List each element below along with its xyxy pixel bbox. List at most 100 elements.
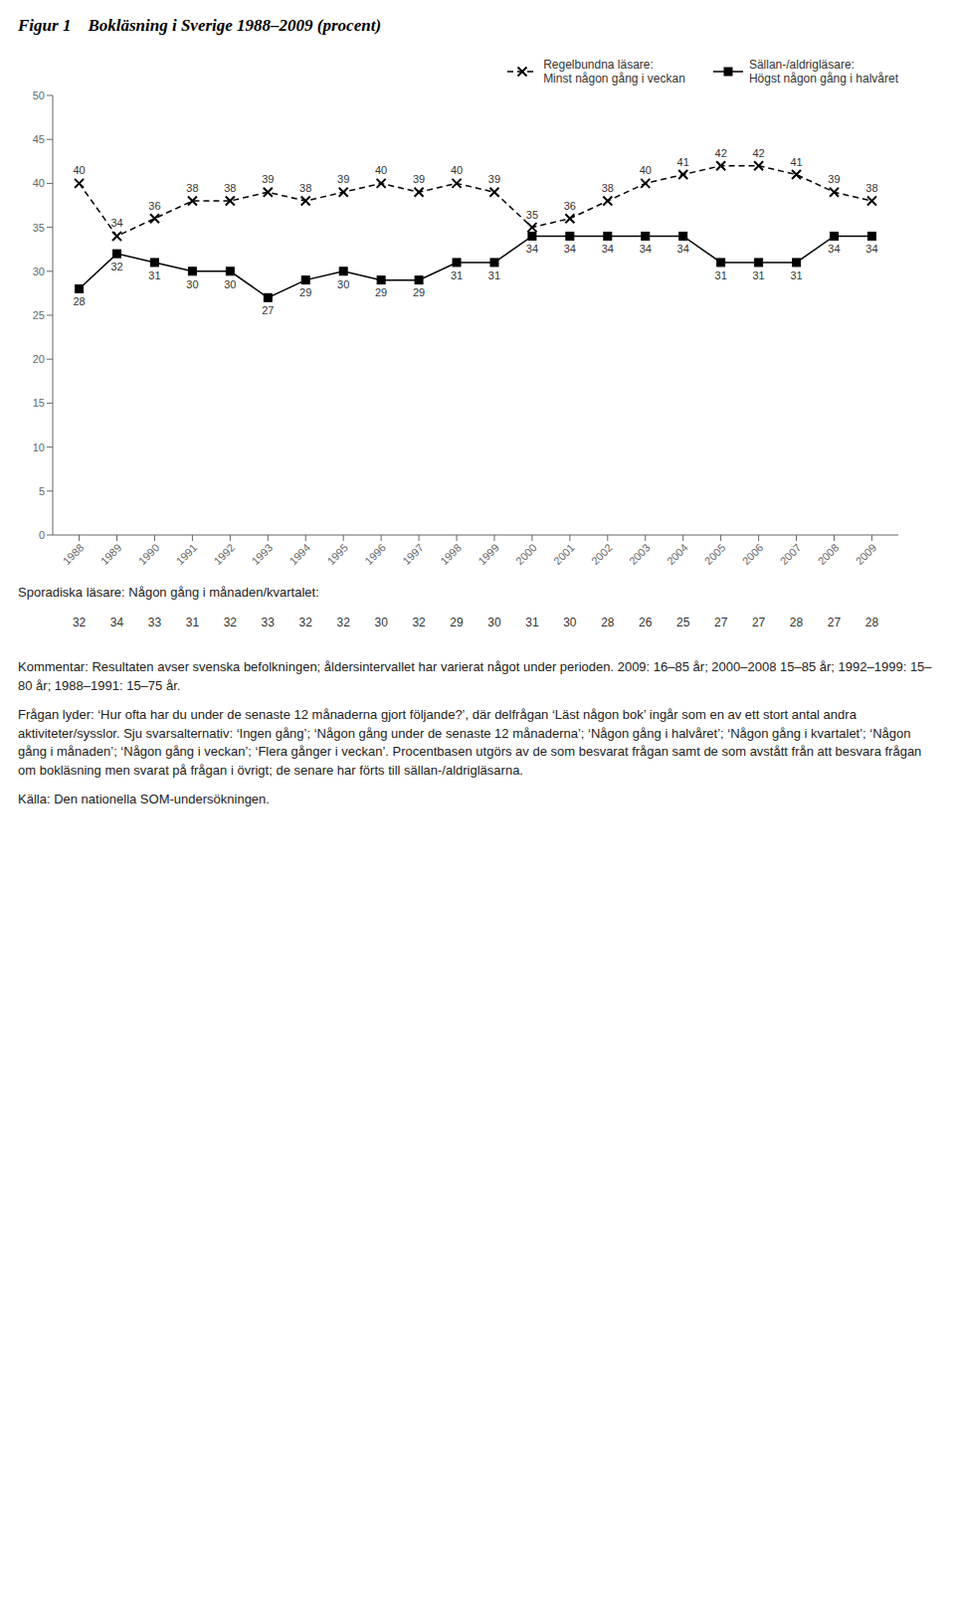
svg-text:40: 40 xyxy=(639,164,652,177)
svg-text:1997: 1997 xyxy=(399,541,426,568)
svg-text:28: 28 xyxy=(865,615,880,630)
svg-text:39: 39 xyxy=(827,173,840,186)
svg-text:38: 38 xyxy=(299,182,312,194)
svg-text:1989: 1989 xyxy=(98,541,125,568)
svg-text:34: 34 xyxy=(639,242,652,255)
svg-text:36: 36 xyxy=(564,199,576,212)
svg-text:2003: 2003 xyxy=(626,541,653,568)
svg-text:35: 35 xyxy=(526,208,539,221)
svg-text:39: 39 xyxy=(261,173,274,186)
svg-text:33: 33 xyxy=(148,615,163,630)
svg-text:34: 34 xyxy=(110,216,123,229)
svg-text:25: 25 xyxy=(32,309,45,322)
svg-text:34: 34 xyxy=(564,242,576,255)
svg-text:38: 38 xyxy=(223,182,236,194)
svg-text:28: 28 xyxy=(72,295,85,308)
svg-text:41: 41 xyxy=(789,156,802,169)
svg-text:15: 15 xyxy=(32,396,45,409)
svg-text:1999: 1999 xyxy=(475,541,502,568)
svg-text:39: 39 xyxy=(337,173,350,186)
svg-text:2008: 2008 xyxy=(815,541,842,568)
svg-text:25: 25 xyxy=(676,615,691,630)
svg-text:1992: 1992 xyxy=(210,541,237,568)
svg-text:27: 27 xyxy=(714,615,729,630)
svg-text:41: 41 xyxy=(677,156,690,169)
svg-text:33: 33 xyxy=(261,615,276,630)
svg-text:34: 34 xyxy=(526,242,539,255)
svg-text:27: 27 xyxy=(752,615,766,630)
svg-text:31: 31 xyxy=(715,269,728,282)
svg-text:32: 32 xyxy=(223,615,238,630)
svg-text:1993: 1993 xyxy=(248,541,275,568)
svg-text:1996: 1996 xyxy=(362,541,388,568)
svg-text:42: 42 xyxy=(752,147,764,160)
svg-text:34: 34 xyxy=(827,242,840,255)
svg-text:2002: 2002 xyxy=(588,541,615,568)
html-text:Frågan lyder: ‘Hur ofta har du: Frågan lyder: ‘Hur ofta har du under de … xyxy=(17,706,922,779)
svg-text:27: 27 xyxy=(827,615,842,630)
svg-text:38: 38 xyxy=(186,182,198,194)
svg-text:5: 5 xyxy=(38,485,45,498)
svg-text:30: 30 xyxy=(563,615,577,630)
svg-text:28: 28 xyxy=(600,615,615,630)
svg-text:50: 50 xyxy=(32,89,45,102)
svg-text:30: 30 xyxy=(374,615,388,630)
svg-text:32: 32 xyxy=(411,615,426,630)
svg-text:36: 36 xyxy=(148,199,161,212)
svg-text:42: 42 xyxy=(715,147,728,160)
svg-text:29: 29 xyxy=(449,615,464,630)
svg-text:40: 40 xyxy=(450,164,463,177)
svg-text:2006: 2006 xyxy=(740,541,766,568)
svg-text:10: 10 xyxy=(32,441,45,454)
svg-text:32: 32 xyxy=(337,615,352,630)
svg-text:34: 34 xyxy=(601,242,614,255)
svg-text:1988: 1988 xyxy=(60,541,87,568)
svg-text:2001: 2001 xyxy=(551,541,577,568)
svg-text:31: 31 xyxy=(789,269,802,282)
svg-text:29: 29 xyxy=(412,286,425,299)
svg-text:32: 32 xyxy=(72,615,87,630)
svg-text:30: 30 xyxy=(32,265,45,278)
svg-text:39: 39 xyxy=(412,173,425,186)
svg-text:30: 30 xyxy=(223,278,236,291)
svg-text:30: 30 xyxy=(487,615,502,630)
svg-text:29: 29 xyxy=(299,286,312,299)
svg-text:34: 34 xyxy=(677,242,690,255)
svg-text:31: 31 xyxy=(752,269,764,282)
svg-text:2009: 2009 xyxy=(853,541,880,568)
svg-text:40: 40 xyxy=(32,177,45,190)
svg-text:38: 38 xyxy=(601,182,614,194)
svg-text:26: 26 xyxy=(638,615,653,630)
svg-text:45: 45 xyxy=(32,133,45,146)
svg-text:40: 40 xyxy=(72,164,85,177)
svg-text:38: 38 xyxy=(865,182,878,194)
svg-text:1995: 1995 xyxy=(324,541,351,568)
svg-text:2004: 2004 xyxy=(664,541,691,568)
svg-text:39: 39 xyxy=(488,173,501,186)
svg-text:1990: 1990 xyxy=(136,541,163,568)
svg-text:35: 35 xyxy=(32,221,45,234)
svg-text:31: 31 xyxy=(525,615,540,630)
svg-text:34: 34 xyxy=(865,242,878,255)
svg-text:31: 31 xyxy=(148,269,161,282)
svg-text:0: 0 xyxy=(38,529,45,542)
svg-text:31: 31 xyxy=(488,269,501,282)
svg-text:1998: 1998 xyxy=(437,541,464,568)
svg-text:30: 30 xyxy=(337,278,350,291)
svg-text:32: 32 xyxy=(299,615,314,630)
svg-text:1994: 1994 xyxy=(286,541,313,568)
svg-text:40: 40 xyxy=(375,164,387,177)
svg-text:34: 34 xyxy=(110,615,125,630)
svg-text:32: 32 xyxy=(110,260,123,273)
svg-text:31: 31 xyxy=(450,269,463,282)
svg-text:20: 20 xyxy=(32,353,45,366)
svg-text:29: 29 xyxy=(375,286,387,299)
svg-text:2000: 2000 xyxy=(513,541,540,568)
svg-text:2007: 2007 xyxy=(777,541,804,568)
svg-text:28: 28 xyxy=(789,615,804,630)
svg-text:31: 31 xyxy=(186,615,200,630)
svg-text:30: 30 xyxy=(186,278,198,291)
svg-text:2005: 2005 xyxy=(702,541,729,568)
svg-text:1991: 1991 xyxy=(174,541,200,568)
svg-text:27: 27 xyxy=(261,304,274,317)
